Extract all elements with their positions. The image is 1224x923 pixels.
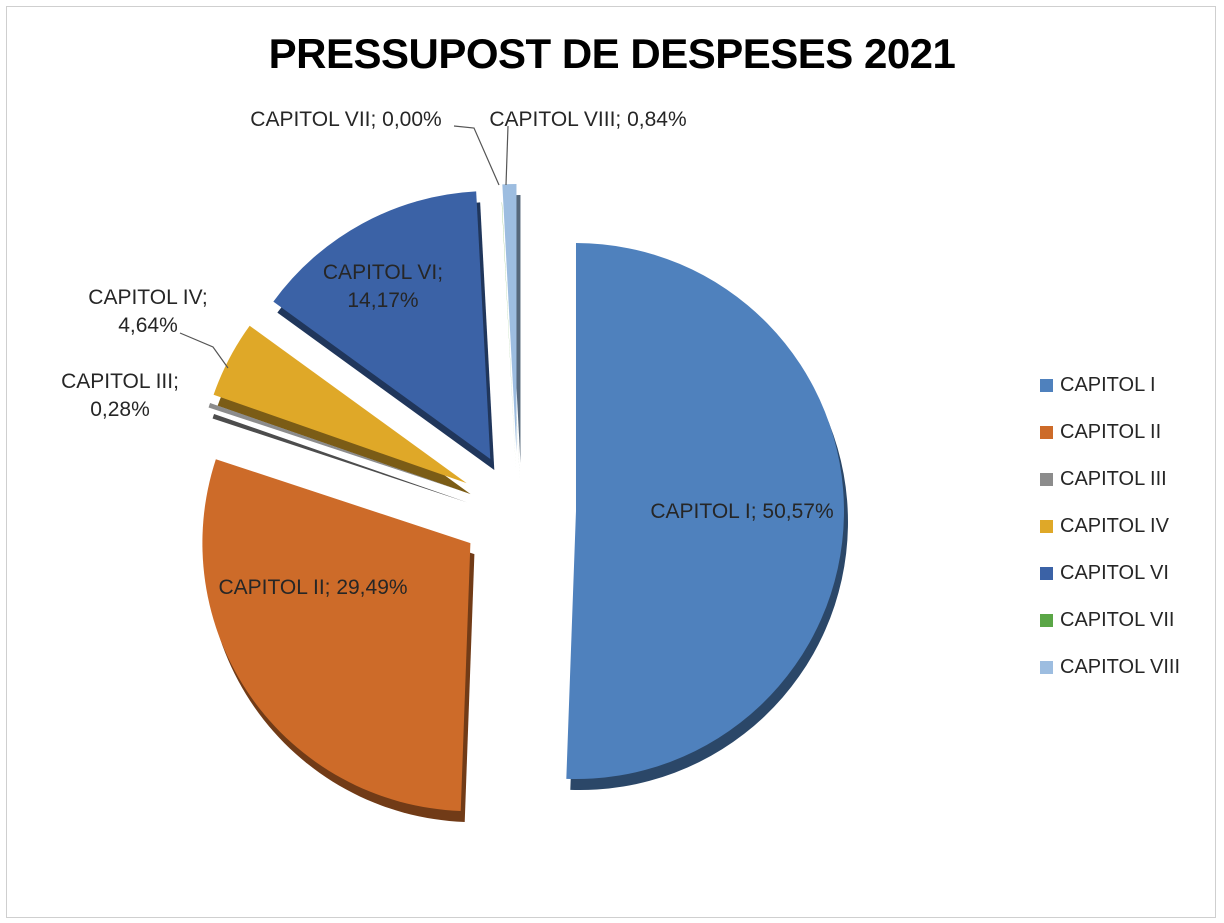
legend-swatch	[1040, 379, 1053, 392]
legend-label: CAPITOL III	[1060, 468, 1167, 490]
data-label: CAPITOL I; 50,57%	[650, 500, 833, 523]
legend-swatch	[1040, 473, 1053, 486]
legend-item: CAPITOL II	[1040, 409, 1180, 456]
data-label: CAPITOL VIII; 0,84%	[489, 108, 686, 131]
legend-item: CAPITOL III	[1040, 456, 1180, 503]
legend-label: CAPITOL IV	[1060, 515, 1169, 537]
legend-label: CAPITOL I	[1060, 374, 1156, 396]
legend-label: CAPITOL VIII	[1060, 656, 1181, 678]
pie-slice-depth	[212, 413, 468, 503]
pie-slice-capitol-iii	[208, 402, 464, 492]
legend-swatch	[1040, 567, 1053, 580]
data-label: CAPITOL IV; 4,64%	[88, 286, 207, 337]
legend-item: CAPITOL IV	[1040, 503, 1180, 550]
legend-swatch	[1040, 614, 1053, 627]
pie-slice-capitol-i	[566, 243, 844, 780]
label-leader-line	[179, 332, 229, 369]
pie-slice-capitol-vii	[501, 202, 516, 471]
pie-slice-capitol-vi	[273, 191, 491, 460]
legend-item: CAPITOL I	[1040, 362, 1180, 409]
label-leader-line	[505, 125, 509, 186]
pie-slice-capitol-iv	[213, 325, 467, 484]
legend-item: CAPITOL VI	[1040, 550, 1180, 597]
legend-label: CAPITOL VII	[1060, 609, 1175, 631]
legend-swatch	[1040, 661, 1053, 674]
data-label: CAPITOL VII; 0,00%	[250, 108, 441, 131]
legend-label: CAPITOL VI	[1060, 562, 1169, 584]
pie-slice-capitol-viii	[502, 184, 517, 453]
data-label: CAPITOL VI; 14,17%	[323, 261, 443, 312]
data-label: CAPITOL III; 0,28%	[61, 370, 179, 421]
legend-swatch	[1040, 520, 1053, 533]
legend-item: CAPITOL VII	[1040, 597, 1180, 644]
legend-swatch	[1040, 426, 1053, 439]
data-label: CAPITOL II; 29,49%	[218, 576, 407, 599]
legend-item: CAPITOL VIII	[1040, 644, 1180, 691]
pie-slice-capitol-ii	[202, 459, 471, 811]
chart-title: PRESSUPOST DE DESPESES 2021	[268, 30, 956, 77]
legend-label: CAPITOL II	[1060, 421, 1162, 443]
label-leader-line	[453, 125, 500, 186]
chart-legend: CAPITOL I CAPITOL II CAPITOL III CAPITOL IV…	[1040, 362, 1180, 691]
